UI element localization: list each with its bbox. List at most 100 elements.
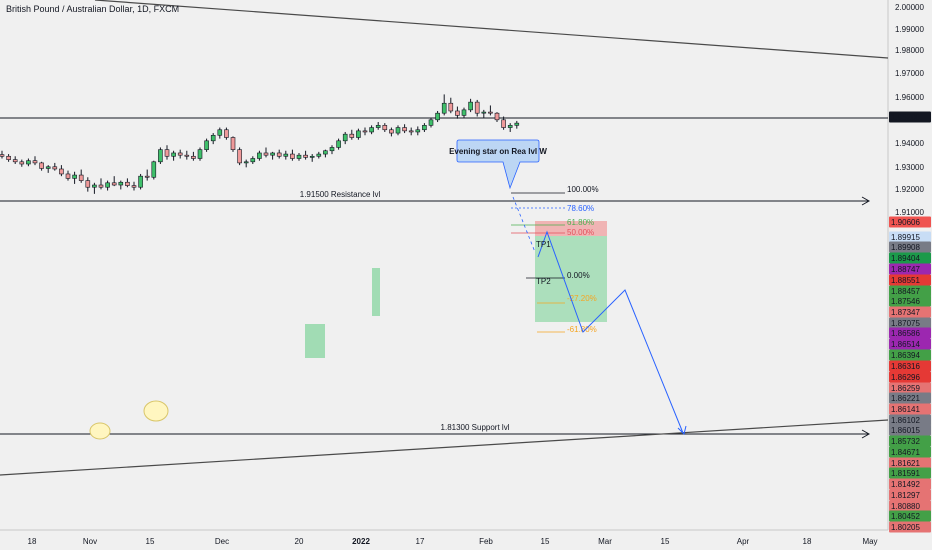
- candle-body: [428, 119, 434, 126]
- y-tick-label: 1.91000: [895, 208, 924, 217]
- candle-body: [111, 182, 117, 186]
- candle-body: [402, 127, 407, 132]
- plot-area: [0, 0, 888, 530]
- price-tag: [889, 306, 931, 318]
- candle-body: [329, 147, 335, 152]
- price-tag-label: 1.80452: [891, 512, 920, 521]
- highlight-ellipse-1: [89, 422, 111, 440]
- x-axis-labels: 18 Nov 15 Dec 20 2022 17 Feb 15 Mar 15 Apr 18 May: [28, 537, 878, 546]
- candle-body: [441, 102, 447, 114]
- candle-body: [316, 153, 322, 157]
- price-tag-label: 1.85732: [891, 437, 920, 446]
- price-tag-label: 1.88747: [891, 265, 920, 274]
- candle-body: [309, 155, 315, 158]
- candle-body: [356, 130, 361, 138]
- candle-body: [78, 174, 84, 181]
- price-tag-label: 1.88551: [891, 276, 920, 285]
- candle-body: [184, 154, 190, 157]
- price-tag: [889, 521, 931, 533]
- candle-body: [224, 129, 229, 138]
- tp1-label: TP1: [536, 240, 551, 249]
- candle-body: [105, 182, 110, 188]
- candle-body: [171, 152, 176, 157]
- candle-body: [283, 153, 289, 157]
- price-tag: [889, 510, 931, 522]
- candle-body: [52, 166, 58, 170]
- candle-body: [395, 127, 401, 134]
- price-tag: [889, 403, 931, 415]
- price-tag-label: 1.88457: [891, 287, 920, 296]
- chart-title: British Pound / Australian Dollar, 1D, F…: [6, 4, 180, 14]
- candle-body: [270, 152, 275, 156]
- candle-body: [65, 173, 71, 179]
- fib-786-label: 78.60%: [567, 204, 594, 213]
- projection-path: [537, 230, 684, 434]
- price-tag: [889, 478, 931, 490]
- price-tag: [889, 317, 931, 329]
- candle-body: [210, 134, 216, 142]
- candle-body: [461, 109, 467, 116]
- candle-body: [204, 140, 209, 150]
- candle-body: [415, 129, 421, 133]
- resistance-arrowhead: [861, 196, 871, 206]
- price-tag: [889, 382, 931, 394]
- candle-body: [514, 122, 520, 126]
- y-tick-label: 1.93000: [895, 163, 924, 172]
- fib-618-label: 61.80%: [567, 218, 594, 227]
- x-tick-label: 2022: [352, 537, 370, 546]
- candle-body: [435, 112, 440, 121]
- price-tag: [889, 360, 931, 372]
- price-tag-label: 1.86015: [891, 426, 920, 435]
- x-tick-label: Apr: [737, 537, 750, 546]
- pattern-box-green-1: [305, 324, 325, 358]
- y-tick-label: 1.97000: [895, 69, 924, 78]
- candle-body: [408, 130, 414, 133]
- candle-body: [151, 161, 157, 178]
- candle-body: [164, 149, 170, 157]
- candle-body: [362, 130, 368, 133]
- price-tag-label: 1.86296: [891, 373, 920, 382]
- price-tag-label: 1.86141: [891, 405, 920, 414]
- candle-body: [45, 166, 51, 169]
- candles: [0, 94, 520, 194]
- x-tick-label: May: [862, 537, 877, 546]
- candle-body: [191, 155, 196, 159]
- x-tick-label: 15: [541, 537, 550, 546]
- price-tag-label: 1.89915: [891, 233, 920, 242]
- price-tag: [889, 111, 931, 123]
- candle-body: [342, 133, 348, 142]
- candle-body: [448, 102, 454, 112]
- price-tag-label: 1.80205: [891, 523, 920, 532]
- candle-body: [507, 125, 513, 128]
- price-tag-label: 1.86394: [891, 351, 920, 360]
- fib-m27-label: -27.20%: [567, 294, 597, 303]
- callout-bubble: [456, 139, 540, 190]
- x-tick-label: Dec: [215, 537, 229, 546]
- candle-body: [389, 129, 394, 134]
- price-tag-label: 1.80880: [891, 502, 920, 511]
- price-tag-label: 1.86259: [891, 384, 920, 393]
- candle-body: [125, 181, 130, 186]
- price-tag: [889, 285, 931, 297]
- candle-body: [92, 184, 97, 188]
- candle-body: [26, 160, 31, 165]
- candle-body: [303, 154, 308, 158]
- x-tick-label: 18: [803, 537, 812, 546]
- price-tag-label: 1.84671: [891, 448, 920, 457]
- price-tag: [889, 435, 931, 447]
- candle-body: [98, 184, 104, 188]
- price-tag-label: 1.86102: [891, 416, 920, 425]
- fib-0-label: 0.00%: [567, 271, 590, 280]
- candle-body: [32, 160, 38, 164]
- candle-body: [0, 154, 5, 157]
- tp2-label: TP2: [536, 277, 551, 286]
- price-tag: [889, 489, 931, 501]
- candle-body: [138, 175, 143, 188]
- candle-body: [230, 137, 236, 150]
- candle-body: [144, 175, 150, 178]
- callout-text: Evening star on Rea lvl W: [449, 147, 547, 156]
- x-tick-label: 17: [416, 537, 425, 546]
- candle-body: [349, 133, 355, 138]
- highlight-ellipse-2: [143, 400, 169, 422]
